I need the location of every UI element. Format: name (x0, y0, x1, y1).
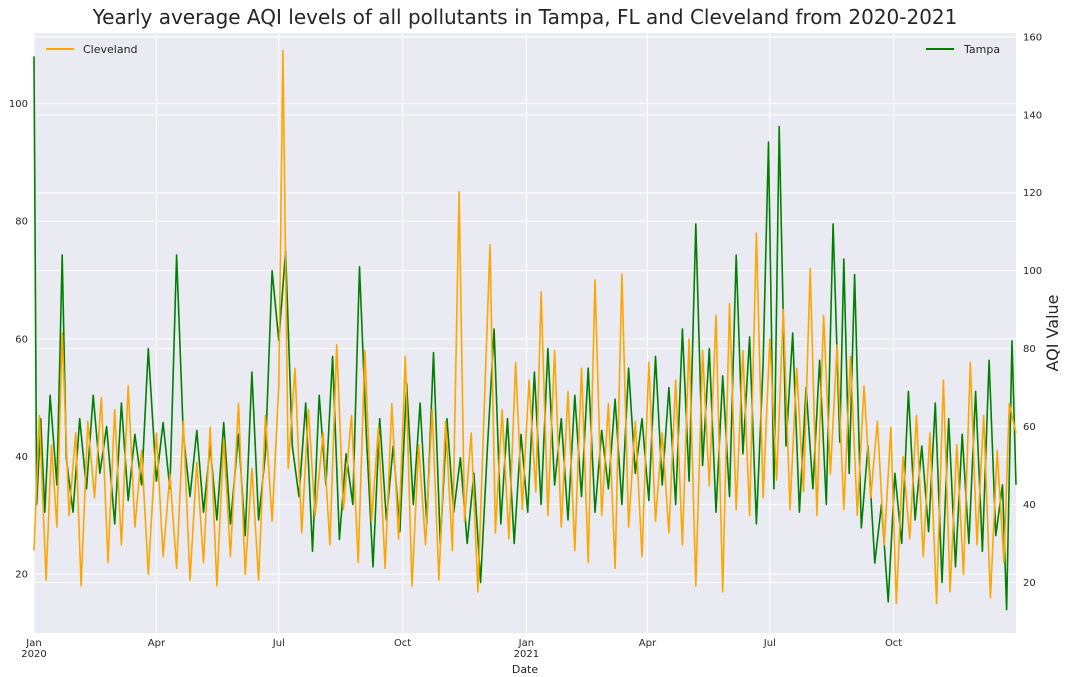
legend-label-cleveland: Cleveland (83, 43, 138, 56)
y-tick-label-right: 40 (1023, 500, 1036, 511)
y-tick-label-right: 120 (1023, 188, 1042, 199)
x-tick-label: Oct (394, 638, 411, 649)
series-line-tampa (33, 56, 1017, 611)
x-tick-label: Oct (885, 638, 902, 649)
x-axis-label: Date (512, 663, 539, 676)
series-line-cleveland (33, 49, 1017, 605)
x-tick-label: Apr (639, 638, 657, 649)
x-tick-sublabel: 2021 (514, 649, 539, 660)
y-tick-label-right: 160 (1023, 32, 1042, 43)
x-tick-label: Jul (272, 638, 285, 649)
y-tick-label-left: 20 (15, 570, 28, 581)
x-tick-label: Jan (25, 638, 41, 649)
y-tick-label-left: 100 (9, 99, 28, 110)
x-tick-label: Jan (518, 638, 534, 649)
y-axis-label-right: AQI Value (1043, 295, 1062, 372)
y-tick-label-right: 60 (1023, 422, 1036, 433)
y-tick-label-left: 80 (15, 217, 28, 228)
y-tick-label-left: 40 (15, 452, 28, 463)
x-tick-label: Jul (763, 638, 776, 649)
y-tick-label-right: 100 (1023, 266, 1042, 277)
legend-label-tampa: Tampa (963, 43, 1000, 56)
plot-area (34, 33, 1016, 633)
chart-title: Yearly average AQI levels of all polluta… (92, 5, 958, 29)
legend-tampa: Tampa (926, 43, 1000, 56)
x-tick-label: Apr (148, 638, 166, 649)
y-tick-label-left: 60 (15, 334, 28, 345)
y-tick-label-right: 20 (1023, 578, 1036, 589)
legend-cleveland: Cleveland (46, 43, 138, 56)
y-tick-label-right: 140 (1023, 110, 1042, 121)
y-tick-label-right: 80 (1023, 344, 1036, 355)
x-tick-sublabel: 2020 (21, 649, 46, 660)
series-layer (33, 49, 1017, 611)
